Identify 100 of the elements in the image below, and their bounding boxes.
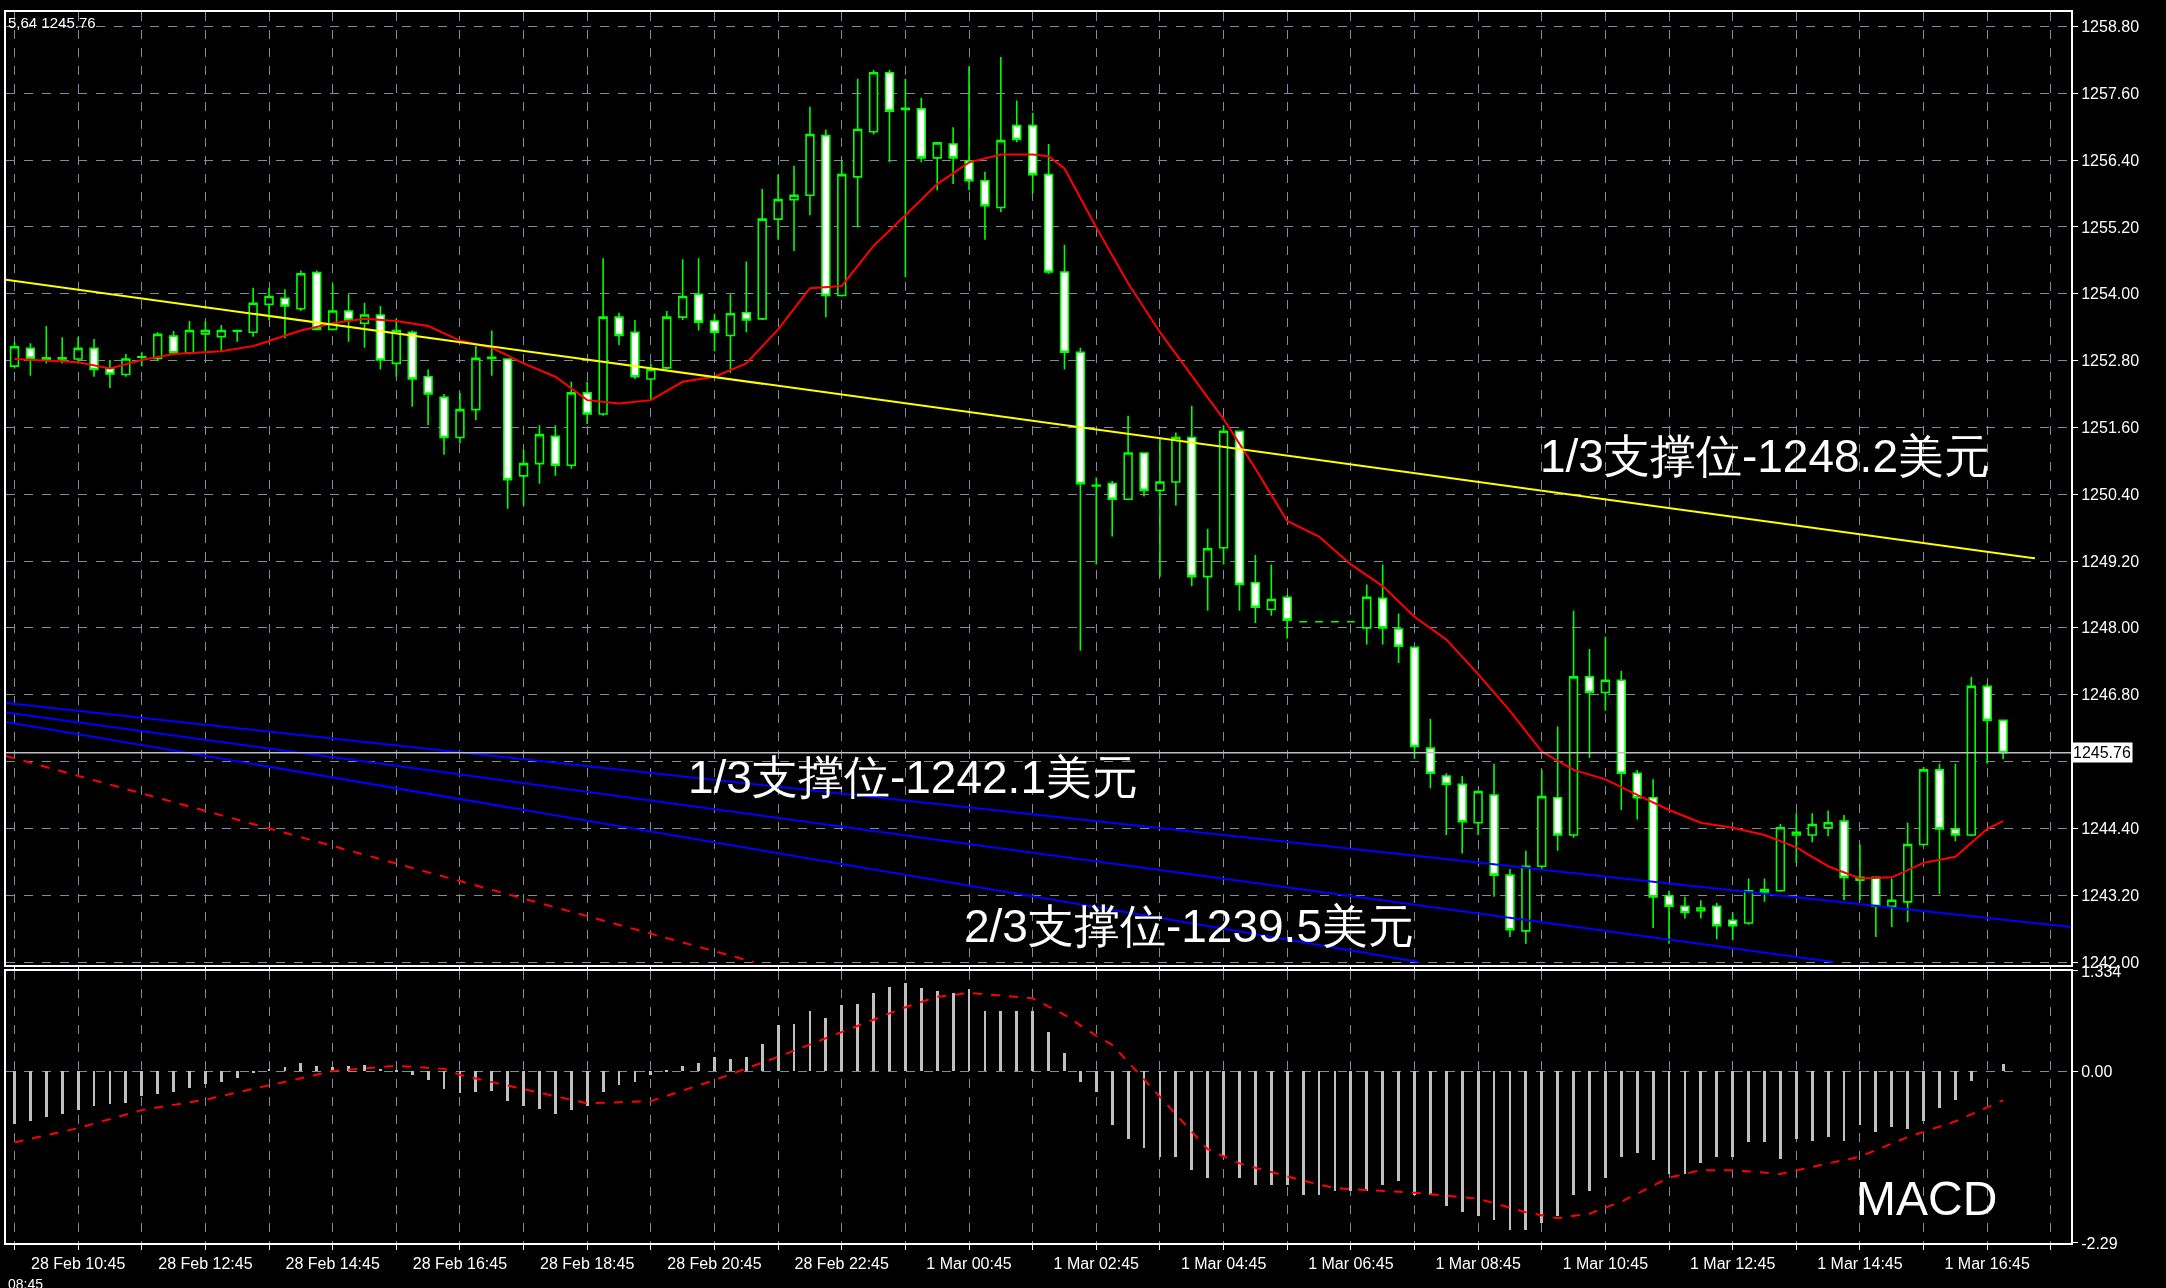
bar [1684,1070,1686,1174]
bar [952,992,955,1071]
bar [220,1070,223,1082]
candlestick [137,351,147,367]
bar [459,1070,461,1093]
bar [1890,1070,1893,1127]
candlestick [662,310,672,371]
bar [93,1070,95,1106]
candlestick [407,329,417,408]
candlestick [709,313,720,352]
candlestick [1473,790,1483,836]
bar [13,1070,16,1124]
candlestick [455,392,465,445]
x-tick-label: 28 Feb 12:45 [158,1255,253,1273]
bar [1429,1070,1432,1195]
bar [427,1070,430,1080]
bar [920,987,923,1071]
bar [1349,1070,1352,1191]
candlestick [1823,809,1833,837]
bar [697,1062,700,1071]
candlestick [1966,676,1976,837]
x-tick-label: 28 Feb 18:45 [540,1255,635,1273]
y-tick-label: 0.00 [2081,1062,2113,1080]
candlestick [1457,775,1467,855]
candlestick [725,293,736,374]
candlestick [900,78,911,278]
candlestick [1871,876,1881,938]
candlestick [1377,563,1388,646]
bar [1556,1070,1559,1216]
bar [443,1070,445,1089]
bar [1747,1070,1750,1142]
candlestick [1250,554,1261,624]
bar [1843,1070,1845,1141]
bar [252,1070,255,1073]
bar [999,1010,1002,1071]
candlestick [487,329,497,377]
bar [554,1070,557,1114]
bar [665,1069,668,1072]
candlestick [821,128,831,318]
candlestick [1282,594,1292,640]
candlestick [1918,766,1929,847]
bar [1477,1070,1480,1216]
bar [968,988,970,1071]
bar [793,1023,795,1071]
candlestick [1425,717,1436,790]
candlestick [25,342,36,377]
bar [729,1058,732,1071]
annotation: MACD [1856,1172,1998,1225]
bar [1699,1070,1702,1163]
bar [1731,1070,1734,1157]
bar [29,1070,32,1121]
candlestick [646,362,656,401]
candlestick [1552,725,1563,852]
bar [45,1070,48,1117]
bar [299,1062,302,1071]
candlestick [1139,452,1149,498]
candlestick [1712,902,1722,940]
candlestick [534,424,545,485]
y-tick-label: 1246.80 [2081,686,2140,704]
candlestick [1155,436,1165,578]
bar [1859,1070,1861,1125]
bar [1127,1070,1130,1139]
x-tick-label: 28 Feb 20:45 [667,1255,762,1273]
bar [1540,1070,1543,1223]
bar [156,1070,159,1094]
candlestick [1680,896,1690,920]
bar [586,1070,589,1106]
candlestick [948,126,958,185]
candlestick [1043,143,1054,275]
bar [1827,1070,1830,1137]
candlestick [1934,762,1945,895]
candlestick [502,358,513,510]
bar [1222,1070,1225,1157]
bar [1811,1070,1814,1141]
bar [172,1070,175,1092]
bar [1286,1070,1289,1185]
annotation: 5,64 1245.76 [8,14,96,31]
bar [1318,1070,1320,1195]
x-tick-label: 1 Mar 02:45 [1053,1255,1140,1273]
candlestick [57,336,67,365]
bar [1668,1070,1670,1174]
candlestick [1902,821,1913,923]
candlestick [630,319,640,380]
candlestick [1807,812,1817,844]
candlestick [916,96,926,164]
y-tick-label: 1244.40 [2081,819,2140,837]
candlestick [1266,563,1276,617]
candlestick [1537,769,1547,870]
candlestick [1950,762,1961,842]
bar [1906,1070,1909,1129]
candlestick [1091,476,1101,566]
candlestick [89,338,99,378]
candlestick [1775,823,1786,893]
candlestick [1218,424,1229,566]
y-tick-label: 1250.40 [2081,485,2140,503]
bar [1604,1070,1607,1178]
candlestick [518,448,529,507]
candlestick [1234,430,1245,612]
bar [824,1017,827,1071]
bar [1954,1070,1957,1100]
